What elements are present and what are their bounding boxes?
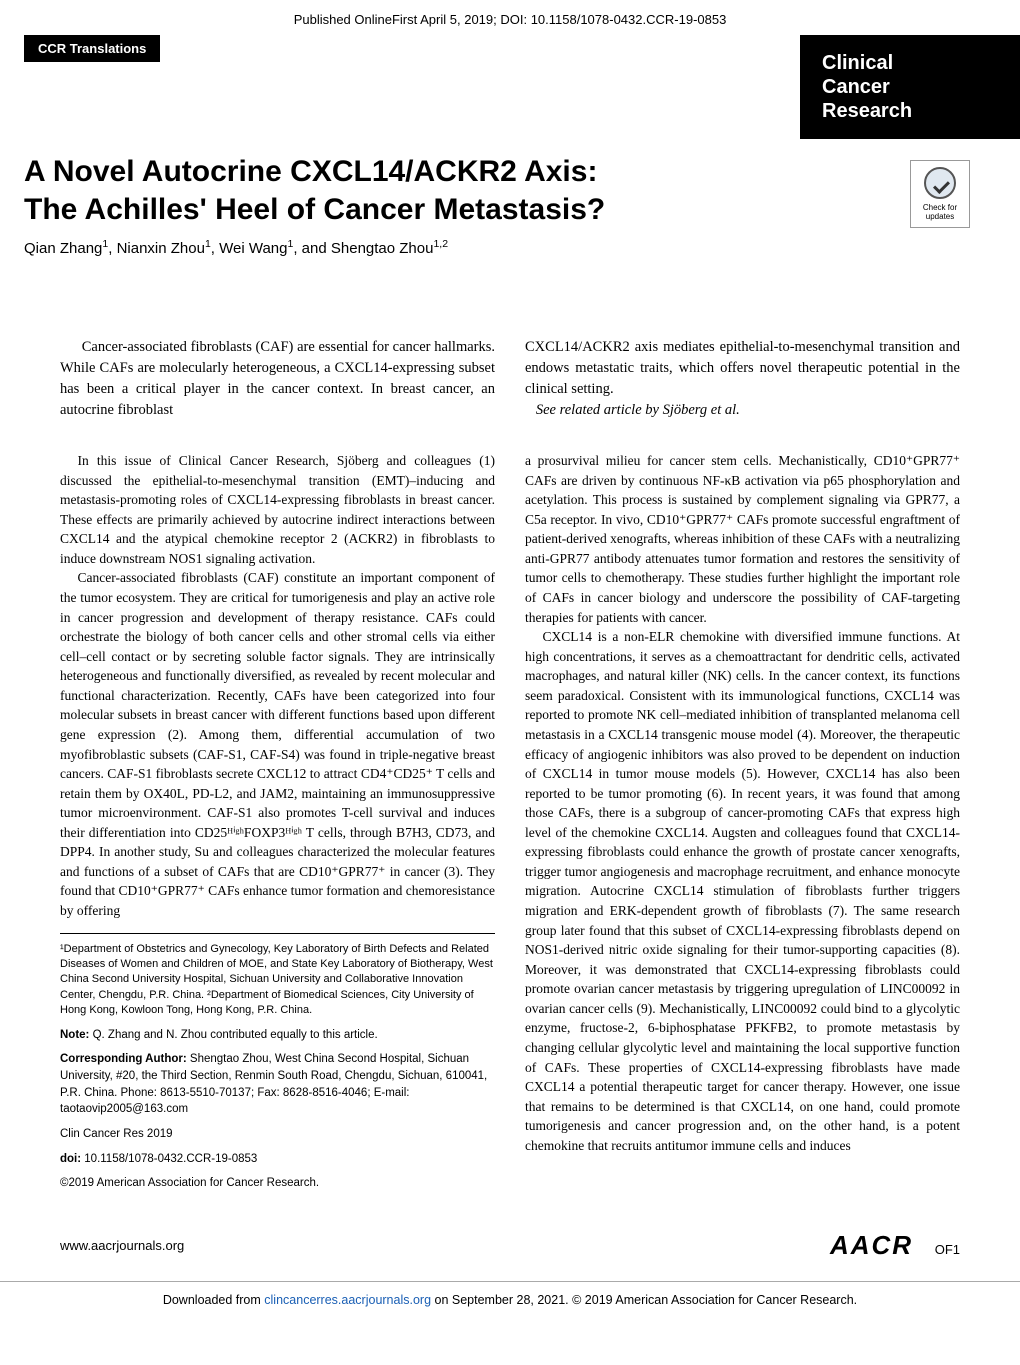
body-columns: In this issue of Clinical Cancer Researc… xyxy=(60,451,960,1200)
doi: doi: 10.1158/1078-0432.CCR-19-0853 xyxy=(60,1151,495,1168)
affiliations: ¹Department of Obstetrics and Gynecology… xyxy=(60,942,495,1019)
journal-line1: Clinical xyxy=(822,52,893,74)
download-prefix: Downloaded from xyxy=(163,1293,264,1307)
header-left: CCR Translations xyxy=(0,35,800,139)
check-icon xyxy=(924,167,956,199)
title-block: A Novel Autocrine CXCL14/ACKR2 Axis: The… xyxy=(0,139,1020,257)
download-link[interactable]: clincancerres.aacrjournals.org xyxy=(264,1293,431,1307)
affil-divider xyxy=(60,933,495,934)
footer-url: www.aacrjournals.org xyxy=(60,1238,184,1253)
body-right-p1: a prosurvival milieu for cancer stem cel… xyxy=(525,451,960,627)
journal-name: Clinical Cancer Research xyxy=(822,51,998,123)
footer: www.aacrjournals.org AACR OF1 xyxy=(0,1220,1020,1281)
body-left-column: In this issue of Clinical Cancer Researc… xyxy=(60,451,495,1200)
abstract-right-text: CXCL14/ACKR2 axis mediates epithelial-to… xyxy=(525,339,960,397)
abstract-right: CXCL14/ACKR2 axis mediates epithelial-to… xyxy=(525,337,960,421)
body-left-p1: In this issue of Clinical Cancer Researc… xyxy=(60,451,495,568)
note: Note: Q. Zhang and N. Zhou contributed e… xyxy=(60,1027,495,1044)
check-updates-label: Check for updates xyxy=(923,203,957,221)
publication-banner: Published OnlineFirst April 5, 2019; DOI… xyxy=(0,0,1020,35)
authors: Qian Zhang1, Nianxin Zhou1, Wei Wang1, a… xyxy=(24,238,996,257)
note-text: Q. Zhang and N. Zhou contributed equally… xyxy=(89,1029,377,1041)
check-updates-badge[interactable]: Check for updates xyxy=(910,160,970,228)
body-right-p2: CXCL14 is a non-ELR chemokine with diver… xyxy=(525,627,960,1155)
corresponding-label: Corresponding Author: xyxy=(60,1053,187,1065)
journal-line2: Cancer xyxy=(822,76,890,98)
page-number: OF1 xyxy=(935,1242,960,1257)
corresponding: Corresponding Author: Shengtao Zhou, Wes… xyxy=(60,1051,495,1118)
download-suffix: on September 28, 2021. © 2019 American A… xyxy=(431,1293,857,1307)
abstract: Cancer-associated fibroblasts (CAF) are … xyxy=(60,337,960,421)
journal-brand: Clinical Cancer Research xyxy=(800,35,1020,139)
see-related: See related article by Sjöberg et al. xyxy=(525,402,740,418)
title-line2: The Achilles' Heel of Cancer Metastasis? xyxy=(24,193,605,226)
abstract-left: Cancer-associated fibroblasts (CAF) are … xyxy=(60,337,495,421)
see-related-text: See related article by Sjöberg et al. xyxy=(536,402,740,418)
abstract-left-text: Cancer-associated fibroblasts (CAF) are … xyxy=(60,337,495,421)
aacr-logo: AACR xyxy=(830,1230,913,1260)
footer-right: AACR OF1 xyxy=(830,1230,960,1261)
body-right-column: a prosurvival milieu for cancer stem cel… xyxy=(525,451,960,1200)
note-label: Note: xyxy=(60,1029,89,1041)
article-title: A Novel Autocrine CXCL14/ACKR2 Axis: The… xyxy=(24,153,996,228)
section-label: CCR Translations xyxy=(24,35,160,62)
doi-text: 10.1158/1078-0432.CCR-19-0853 xyxy=(81,1153,257,1165)
doi-label: doi: xyxy=(60,1153,81,1165)
header-row: CCR Translations Clinical Cancer Researc… xyxy=(0,35,1020,139)
journal-line3: Research xyxy=(822,100,912,122)
copyright: ©2019 American Association for Cancer Re… xyxy=(60,1175,495,1192)
download-note: Downloaded from clincancerres.aacrjourna… xyxy=(0,1281,1020,1326)
journal-ref: Clin Cancer Res 2019 xyxy=(60,1126,495,1143)
body-left-p2: Cancer-associated fibroblasts (CAF) cons… xyxy=(60,568,495,920)
title-line1: A Novel Autocrine CXCL14/ACKR2 Axis: xyxy=(24,155,597,188)
